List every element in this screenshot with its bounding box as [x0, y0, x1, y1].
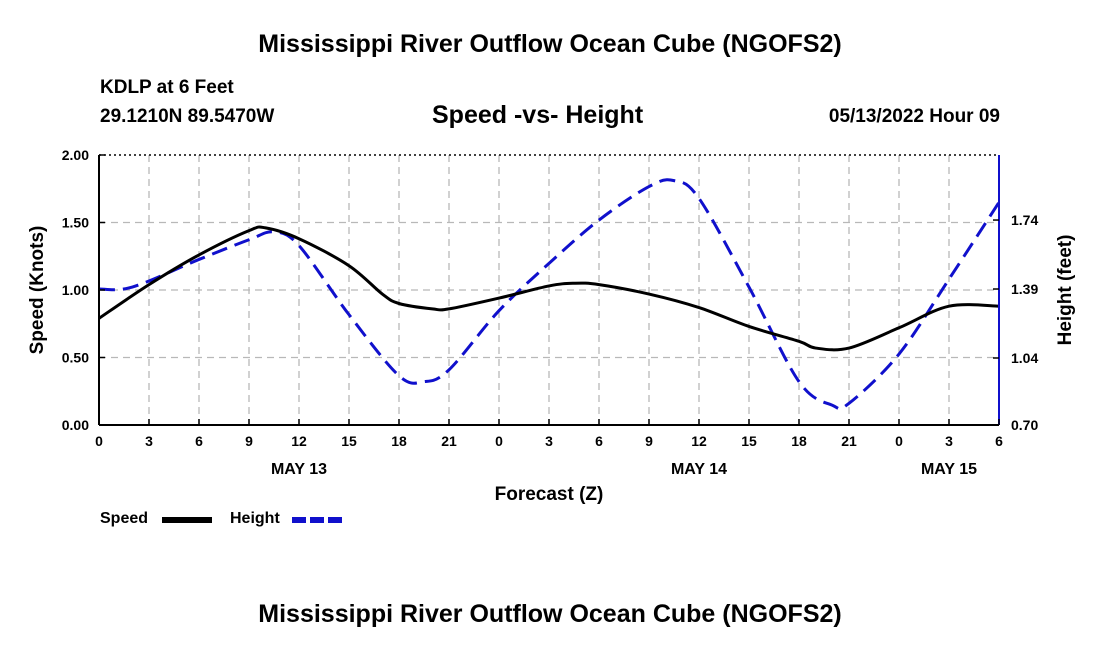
x-tick-label: 0: [495, 433, 503, 449]
y-tick-label-right: 0.70: [1011, 417, 1038, 433]
y-tick-label-left: 0.00: [62, 417, 89, 433]
x-tick-label: 21: [441, 433, 457, 449]
x-tick-label: 3: [545, 433, 553, 449]
y-tick-label-left: 0.50: [62, 350, 89, 366]
x-tick-label: 3: [945, 433, 953, 449]
date-label: MAY 14: [671, 461, 727, 478]
x-tick-label: 0: [895, 433, 903, 449]
date-label: MAY 15: [921, 461, 977, 478]
x-tick-label: 9: [645, 433, 653, 449]
x-tick-label: 15: [341, 433, 357, 449]
x-axis-title: Forecast (Z): [495, 484, 604, 505]
station-label: KDLP at 6 Feet: [100, 77, 234, 98]
legend-speed-label: Speed: [100, 510, 149, 527]
station-coordinates: 29.1210N 89.5470W: [100, 106, 275, 127]
x-tick-label: 18: [791, 433, 807, 449]
y-tick-label-right: 1.04: [1011, 350, 1038, 366]
x-tick-label: 9: [245, 433, 253, 449]
y-tick-label-left: 1.00: [62, 282, 89, 298]
x-tick-label: 3: [145, 433, 153, 449]
chart-title-bottom: Mississippi River Outflow Ocean Cube (NG…: [258, 600, 842, 628]
y-tick-label-right: 1.39: [1011, 281, 1038, 297]
y-tick-label-left: 2.00: [62, 147, 89, 163]
y-tick-label-left: 1.50: [62, 215, 89, 231]
legend-height-label: Height: [230, 510, 280, 527]
x-tick-label: 6: [595, 433, 603, 449]
x-tick-label: 18: [391, 433, 407, 449]
y-tick-label-right: 1.74: [1011, 212, 1038, 228]
x-tick-label: 12: [291, 433, 307, 449]
x-tick-label: 21: [841, 433, 857, 449]
date-label: MAY 13: [271, 461, 327, 478]
x-tick-label: 12: [691, 433, 707, 449]
forecast-datetime: 05/13/2022 Hour 09: [828, 106, 1000, 127]
grid-layer: [99, 154, 999, 425]
y-axis-title-speed: Speed (Knots): [27, 226, 48, 355]
x-tick-label: 6: [195, 433, 203, 449]
speed-series-line: [98, 225, 1000, 352]
chart-subtitle: Speed -vs- Height: [432, 101, 644, 129]
y-axis-title-height: Height (feet): [1055, 235, 1076, 346]
axis-layer: 0 3 6 9 12 15 18 21 0 3 6 9 12 15 18 21 0 3 6 MAY 13 MAY 14 M…: [62, 147, 1039, 478]
series-layer: [98, 178, 1001, 411]
x-tick-label: 6: [995, 433, 1003, 449]
x-tick-label: 15: [741, 433, 757, 449]
chart-title-top: Mississippi River Outflow Ocean Cube (NG…: [258, 30, 842, 58]
x-tick-label: 0: [95, 433, 103, 449]
